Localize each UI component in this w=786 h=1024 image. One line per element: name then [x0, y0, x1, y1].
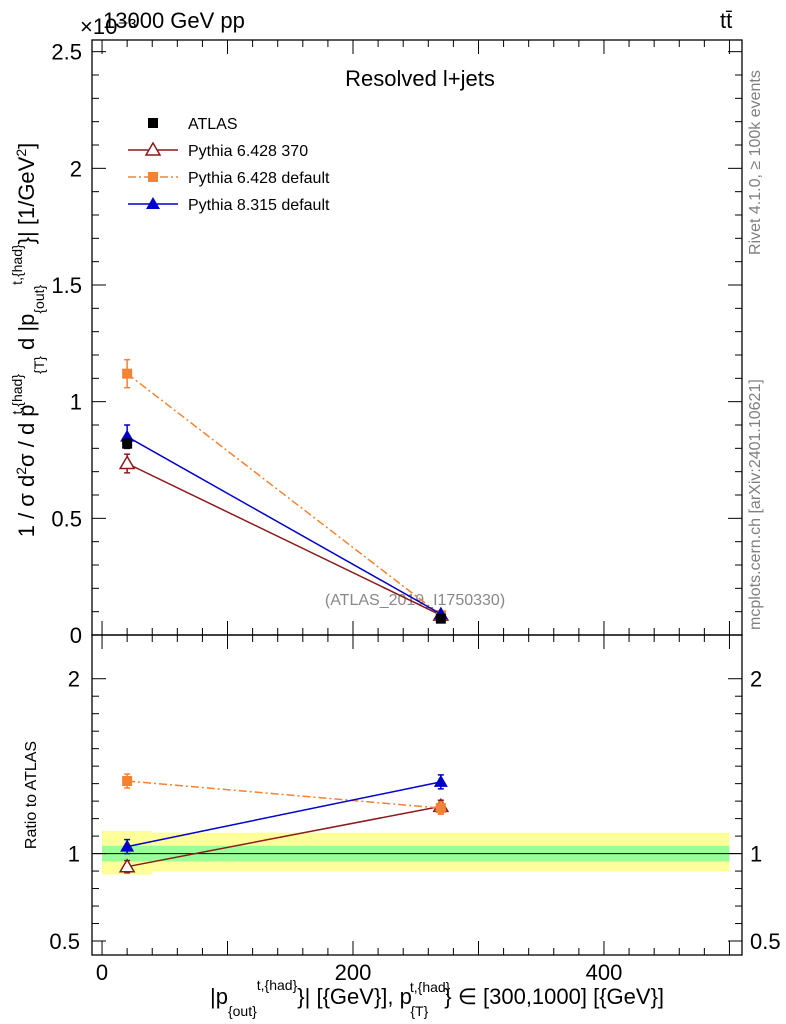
legend-marker: [148, 172, 158, 182]
ratio-point: [120, 839, 135, 852]
data-point: [118, 455, 136, 470]
y-tick-label: 0: [70, 623, 82, 648]
ratio-y-tick-label-right: 2: [750, 667, 762, 692]
ratio-series: [118, 773, 450, 874]
main-panel: Resolved l+jets (ATLAS_2019_I1750330) 1 …: [9, 39, 743, 648]
ratio-panel: Ratio to ATLAS 0.5 0.5 1 1 2 2 0 200 400: [23, 634, 781, 985]
x-tick-label: 0: [96, 960, 108, 985]
ratio-point: [122, 776, 133, 787]
main-y-axis-title: 1 / σ d2σ / d pt,{had}{T} d |p{out}t,{ha…: [9, 143, 47, 538]
data-point: [435, 613, 446, 624]
exponent-label: ×10⁻³: [80, 14, 136, 39]
series-line: [126, 373, 442, 616]
x-tick-label: 200: [335, 960, 372, 985]
legend-entry: Pythia 8.315 default: [128, 197, 330, 214]
legend-marker: [146, 197, 160, 209]
ratio-point: [118, 858, 136, 873]
ratio-point: [433, 774, 448, 787]
collision-label: 13000 GeV pp: [103, 8, 245, 33]
legend-label: Pythia 6.428 370: [188, 143, 308, 160]
legend-marker: [144, 141, 162, 156]
ratio-bands: [92, 830, 742, 875]
legend-label: ATLAS: [188, 116, 238, 133]
y-tick-label: 0.5: [51, 506, 82, 531]
legend: ATLAS Pythia 6.428 370 Pythia 6.428 defaul…: [128, 116, 330, 214]
ratio-line: [127, 780, 441, 809]
ratio-series-pythia-8-315-default: [120, 774, 448, 855]
ratio-y-tick-label: 2: [68, 667, 80, 692]
x-axis-title: |p{out}t,{had}}| [{GeV}], pt,{had} {T}} ∈…: [210, 977, 664, 1019]
ratio-y-tick-label-right: 1: [750, 842, 762, 867]
ratio-ticks: 0.5 0.5 1 1 2 2 0 200 400: [49, 635, 781, 985]
x-tick-label: 400: [586, 960, 623, 985]
ratio-y-tick-label: 1: [68, 842, 80, 867]
series-pythia-6-428-370: [118, 453, 450, 621]
ratio-line: [126, 781, 441, 848]
ratio-y-tick-label: 0.5: [49, 929, 80, 954]
ratio-series-pythia-6-428-default: [122, 773, 446, 815]
ratio-point: [435, 803, 446, 814]
data-point: [122, 438, 133, 449]
series-atlas: [122, 438, 446, 624]
series-pythia-8-315-default: [120, 424, 448, 619]
ratio-frame: [91, 634, 743, 956]
legend-entry: Pythia 6.428 default: [128, 170, 330, 187]
y-tick-label: 2: [70, 156, 82, 181]
data-point: [122, 368, 133, 379]
series-line: [126, 436, 442, 615]
analysis-annotation: (ATLAS_2019_I1750330): [325, 592, 505, 609]
series-pythia-6-428-default: [122, 358, 446, 621]
ratio-y-axis-title: Ratio to ATLAS: [23, 741, 40, 849]
rivet-watermark: Rivet 4.1.0, ≥ 100k events: [747, 70, 764, 255]
legend-label: Pythia 6.428 default: [188, 170, 330, 187]
y-tick-label: 1.5: [51, 273, 82, 298]
y-tick-label: 1: [70, 390, 82, 415]
process-label: tt̄: [720, 8, 732, 33]
ratio-y-tick-label-right: 0.5: [750, 929, 781, 954]
svg-text:|p{out}t,{had}}| [{GeV}], pt,{: |p{out}t,{had}}| [{GeV}], pt,{had} {T}} ∈…: [210, 977, 664, 1019]
svg-text:1 / σ d2σ / d pt,{had}{T} d |p: 1 / σ d2σ / d pt,{had}{T} d |p{out}t,{ha…: [9, 143, 47, 538]
y-tick-label: 2.5: [51, 40, 82, 65]
legend-label: Pythia 8.315 default: [188, 197, 330, 214]
main-ticks: 0 0.5 1 1.5 2 2.5: [51, 40, 742, 648]
legend-entry: Pythia 6.428 370: [128, 141, 308, 160]
ratio-line: [126, 805, 441, 868]
series-line: [126, 462, 442, 616]
chart-title: Resolved l+jets: [345, 66, 495, 91]
legend-marker: [148, 118, 158, 128]
legend-entry: ATLAS: [148, 116, 238, 133]
main-series: [118, 358, 450, 624]
mcplots-watermark: mcplots.cern.ch [arXiv:2401.10621]: [747, 379, 764, 630]
